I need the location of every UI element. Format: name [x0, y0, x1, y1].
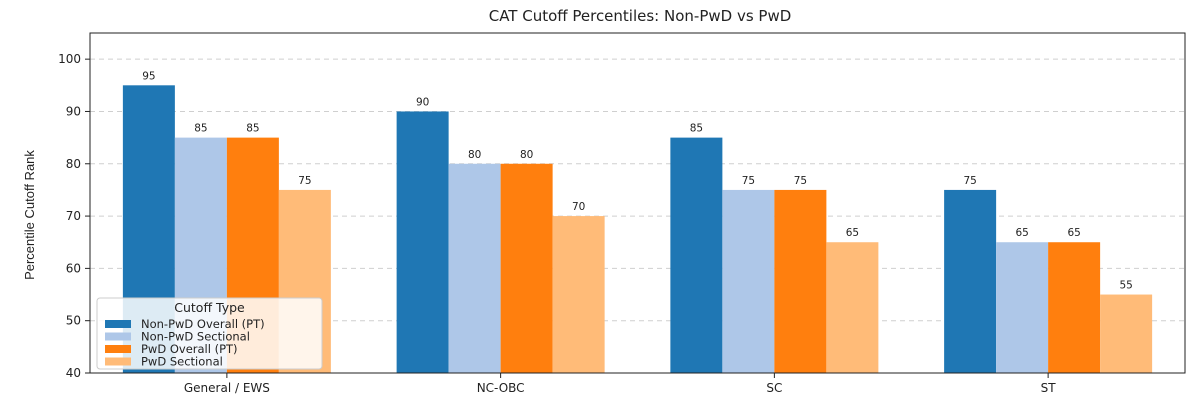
plot-frame: [89, 32, 1186, 374]
legend-entry: Non-PwD Sectional: [141, 330, 250, 344]
y-tick-label: 100: [58, 52, 81, 66]
bar: [1048, 242, 1101, 373]
legend-entry: PwD Overall (PT): [141, 342, 238, 356]
legend: Cutoff Type Non-PwD Overall (PT)Non-PwD S…: [96, 297, 323, 370]
bar: [826, 242, 879, 373]
legend-swatch: [105, 345, 131, 353]
x-tick-label: General / EWS: [184, 381, 270, 395]
legend-title: Cutoff Type: [174, 300, 245, 315]
bar: [996, 242, 1049, 373]
y-axis-label: Percentile Cutoff Rank: [22, 150, 37, 280]
y-tick-label: 60: [66, 261, 81, 275]
x-tick-label: ST: [1041, 381, 1057, 395]
bar: [944, 189, 997, 373]
bar: [1100, 294, 1153, 373]
bar: [448, 163, 501, 373]
bar: [396, 111, 449, 373]
bar-value-label: 85: [246, 123, 259, 135]
bar: [722, 189, 775, 373]
bar: [774, 189, 827, 373]
x-tick-label: SC: [766, 381, 782, 395]
legend-swatch: [105, 320, 131, 328]
bar-value-label: 80: [468, 149, 481, 161]
bar-value-label: 95: [142, 70, 155, 82]
bar-value-label: 75: [794, 175, 807, 187]
chart-title: CAT Cutoff Percentiles: Non-PwD vs PwD: [489, 7, 792, 25]
y-tick-label: 90: [66, 104, 81, 118]
y-tick-label: 80: [66, 157, 81, 171]
bar-value-label: 80: [520, 149, 533, 161]
x-tick-label: NC-OBC: [477, 381, 525, 395]
data-labels: 95 90 85 75 85 80 75 65 85 80 75 65 75 70 65 55: [142, 70, 1133, 291]
legend-entry: Non-PwD Overall (PT): [141, 317, 265, 331]
bar-value-label: 65: [846, 227, 859, 239]
axes: 40 50 60 70 80 90 100 General / EWS NC-OBC SC ST: [58, 32, 1186, 395]
bar-value-label: 85: [194, 123, 207, 135]
y-tick-label: 70: [66, 209, 81, 223]
bar: [500, 163, 553, 373]
bar: [552, 216, 605, 373]
bar-value-label: 65: [1067, 227, 1080, 239]
bar-value-label: 75: [963, 175, 976, 187]
bar-value-label: 55: [1119, 280, 1132, 292]
bar-value-label: 70: [572, 201, 585, 213]
bar-value-label: 85: [690, 123, 703, 135]
y-tick-label: 40: [66, 366, 81, 380]
legend-box: [96, 297, 323, 370]
legend-entry: PwD Sectional: [141, 355, 223, 369]
bars: [122, 85, 1153, 374]
bar: [670, 137, 723, 373]
bar-value-label: 65: [1015, 227, 1028, 239]
bar-value-label: 75: [742, 175, 755, 187]
y-tick-label: 50: [66, 314, 81, 328]
bar-value-label: 75: [298, 175, 311, 187]
bar-value-label: 90: [416, 96, 429, 108]
legend-swatch: [105, 357, 131, 366]
legend-swatch: [105, 332, 131, 341]
